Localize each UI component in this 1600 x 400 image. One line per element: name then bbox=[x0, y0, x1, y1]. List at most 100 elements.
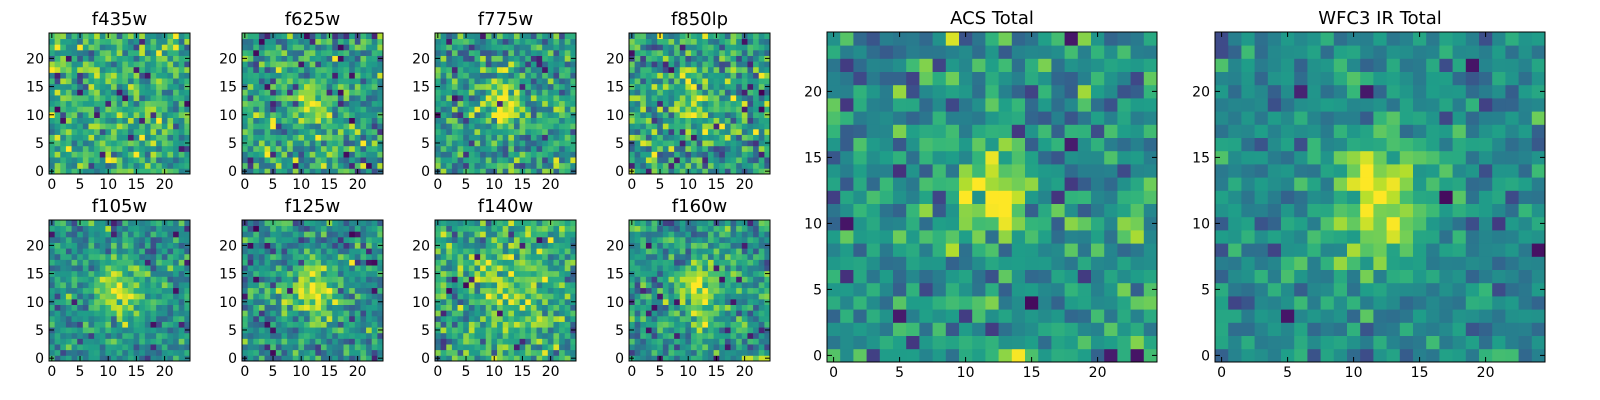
y-tick-label: 20 bbox=[412, 238, 430, 254]
heatmap-cell bbox=[60, 315, 67, 322]
heatmap-cell bbox=[547, 106, 554, 113]
heatmap-cell bbox=[184, 157, 191, 164]
heatmap-cell bbox=[139, 145, 146, 152]
heatmap-cell bbox=[343, 111, 350, 118]
heatmap-cell bbox=[88, 282, 95, 289]
heatmap-cell bbox=[724, 83, 731, 90]
heatmap-cell bbox=[559, 78, 566, 85]
heatmap-cell bbox=[337, 83, 344, 90]
heatmap-cell bbox=[292, 49, 299, 56]
heatmap-cell bbox=[178, 61, 185, 68]
heatmap-cell bbox=[354, 157, 361, 164]
heatmap-cell bbox=[435, 349, 442, 356]
heatmap-cell bbox=[99, 225, 106, 232]
heatmap-cell bbox=[298, 49, 305, 56]
heatmap-cell bbox=[178, 83, 185, 90]
heatmap-cell bbox=[691, 38, 698, 45]
heatmap-cell bbox=[736, 298, 743, 305]
heatmap-cell bbox=[564, 231, 571, 238]
heatmap-cell bbox=[485, 111, 492, 118]
heatmap-cell bbox=[730, 315, 737, 322]
heatmap-cell bbox=[281, 61, 288, 68]
heatmap-cell bbox=[758, 282, 765, 289]
heatmap-cell bbox=[360, 270, 367, 277]
heatmap-cell bbox=[736, 145, 743, 152]
heatmap-cell bbox=[657, 100, 664, 107]
heatmap-cell bbox=[315, 123, 322, 130]
heatmap-cell bbox=[264, 83, 271, 90]
heatmap-cell bbox=[247, 117, 254, 124]
heatmap-cell bbox=[530, 259, 537, 266]
heatmap-cell bbox=[724, 304, 731, 311]
heatmap-cell bbox=[156, 344, 163, 351]
heatmap-cell bbox=[702, 44, 709, 51]
heatmap-cell bbox=[707, 128, 714, 135]
heatmap-cell bbox=[629, 95, 636, 102]
heatmap-cell bbox=[258, 106, 265, 113]
heatmap-cell bbox=[485, 78, 492, 85]
heatmap-cell bbox=[320, 287, 327, 294]
heatmap-cell bbox=[674, 293, 681, 300]
heatmap-cell bbox=[668, 140, 675, 147]
heatmap-cell bbox=[287, 276, 294, 283]
heatmap-cell bbox=[651, 83, 658, 90]
heatmap-cell bbox=[480, 162, 487, 169]
heatmap-cell bbox=[281, 162, 288, 169]
heatmap-cell bbox=[127, 248, 134, 255]
heatmap-cell bbox=[105, 162, 112, 169]
heatmap-cell bbox=[366, 78, 373, 85]
heatmap-cell bbox=[298, 66, 305, 73]
heatmap-cell bbox=[753, 44, 760, 51]
heatmap-cell bbox=[122, 140, 129, 147]
heatmap-cell bbox=[377, 315, 384, 322]
heatmap-cell bbox=[144, 162, 151, 169]
heatmap-cell bbox=[315, 287, 322, 294]
heatmap-cell bbox=[468, 89, 475, 96]
heatmap-cell bbox=[326, 304, 333, 311]
heatmap-cell bbox=[354, 231, 361, 238]
heatmap-cell bbox=[287, 151, 294, 158]
heatmap-cell bbox=[640, 55, 647, 62]
heatmap-cell bbox=[435, 49, 442, 56]
heatmap-cell bbox=[247, 327, 254, 334]
heatmap-cell bbox=[309, 140, 316, 147]
heatmap-cell bbox=[536, 338, 543, 345]
heatmap-cell bbox=[360, 168, 367, 175]
heatmap-cell bbox=[94, 55, 101, 62]
heatmap-cell bbox=[94, 225, 101, 232]
heatmap-cell bbox=[156, 338, 163, 345]
heatmap-cell bbox=[122, 89, 129, 96]
heatmap-cell bbox=[513, 49, 520, 56]
heatmap-cell bbox=[564, 100, 571, 107]
heatmap-cell bbox=[758, 327, 765, 334]
heatmap-cell bbox=[457, 49, 464, 56]
heatmap-cell bbox=[127, 338, 134, 345]
heatmap-cell bbox=[440, 276, 447, 283]
heatmap-cell bbox=[457, 236, 464, 243]
heatmap-cell bbox=[82, 33, 89, 40]
heatmap-cell bbox=[685, 95, 692, 102]
heatmap-cell bbox=[122, 44, 129, 51]
heatmap-cell bbox=[253, 157, 260, 164]
heatmap-cell bbox=[122, 293, 129, 300]
heatmap-cell bbox=[564, 332, 571, 339]
heatmap-cell bbox=[150, 270, 157, 277]
heatmap-cell bbox=[111, 49, 118, 56]
heatmap-cell bbox=[167, 236, 174, 243]
heatmap-cell bbox=[713, 55, 720, 62]
heatmap-cell bbox=[668, 270, 675, 277]
heatmap-cell bbox=[320, 168, 327, 175]
heatmap-cell bbox=[741, 66, 748, 73]
heatmap-cell bbox=[349, 117, 356, 124]
heatmap-cell bbox=[116, 95, 123, 102]
heatmap-cell bbox=[440, 338, 447, 345]
heatmap-cell bbox=[264, 282, 271, 289]
heatmap-cell bbox=[651, 338, 658, 345]
heatmap-cell bbox=[564, 220, 571, 227]
heatmap-cell bbox=[247, 168, 254, 175]
heatmap-cell bbox=[702, 49, 709, 56]
heatmap-cell bbox=[764, 33, 771, 40]
heatmap-cell bbox=[144, 128, 151, 135]
heatmap-cell bbox=[173, 259, 180, 266]
heatmap-cell bbox=[662, 349, 669, 356]
